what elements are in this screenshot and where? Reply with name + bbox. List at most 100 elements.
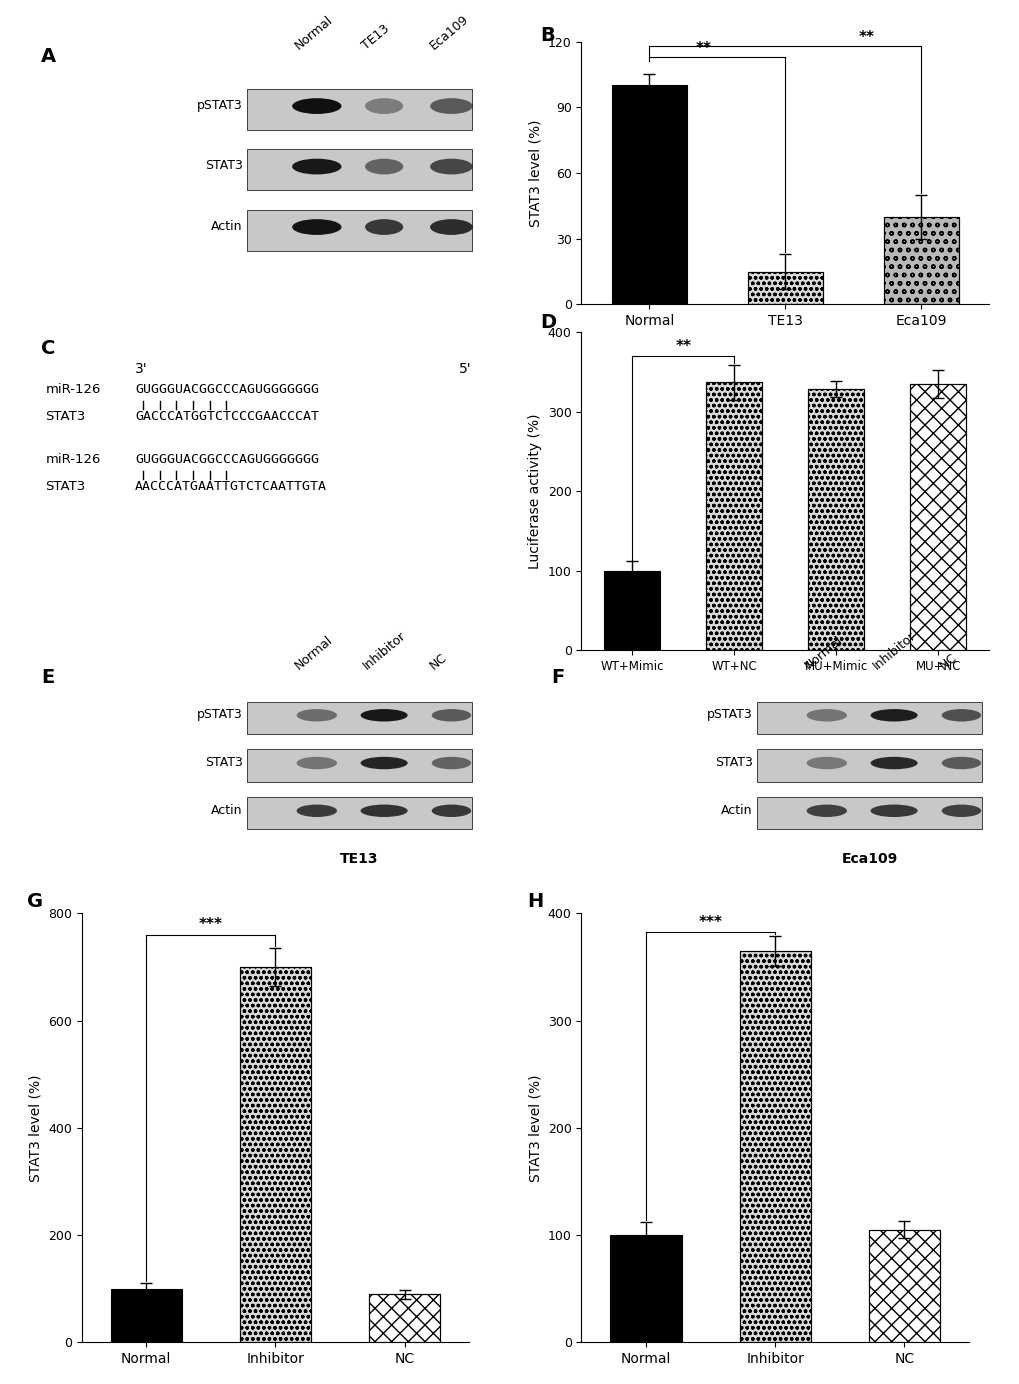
- Bar: [747, 271, 822, 304]
- Bar: [910, 383, 966, 650]
- Text: D: D: [540, 313, 556, 332]
- Bar: [747, 271, 822, 304]
- Text: ***: ***: [698, 915, 721, 930]
- Bar: [868, 1230, 940, 1342]
- Ellipse shape: [430, 98, 473, 113]
- Bar: [868, 1230, 940, 1342]
- Ellipse shape: [291, 159, 341, 174]
- Text: pSTAT3: pSTAT3: [197, 98, 243, 112]
- Text: NC: NC: [936, 650, 959, 673]
- Text: STAT3: STAT3: [45, 410, 86, 424]
- Ellipse shape: [806, 709, 846, 721]
- Text: Normal: Normal: [292, 12, 335, 53]
- Text: Actin: Actin: [211, 220, 243, 233]
- Bar: [883, 217, 958, 304]
- Text: STAT3: STAT3: [205, 159, 243, 172]
- Y-axis label: STAT3 level (%): STAT3 level (%): [528, 119, 542, 227]
- Text: Normal: Normal: [292, 634, 335, 673]
- Ellipse shape: [430, 159, 473, 174]
- FancyBboxPatch shape: [756, 797, 980, 829]
- Text: **: **: [675, 339, 691, 354]
- FancyBboxPatch shape: [247, 702, 471, 734]
- Ellipse shape: [869, 709, 917, 721]
- Text: Actin: Actin: [720, 804, 752, 817]
- Ellipse shape: [941, 757, 980, 770]
- Y-axis label: STAT3 level (%): STAT3 level (%): [29, 1074, 42, 1182]
- Text: A: A: [41, 47, 56, 66]
- Text: Eca109: Eca109: [841, 853, 897, 866]
- Text: E: E: [41, 668, 54, 688]
- Bar: [808, 389, 864, 650]
- Ellipse shape: [869, 757, 917, 770]
- FancyBboxPatch shape: [247, 89, 471, 130]
- Ellipse shape: [297, 709, 336, 721]
- Ellipse shape: [431, 757, 471, 770]
- Ellipse shape: [361, 709, 408, 721]
- Bar: [111, 1289, 181, 1342]
- Text: STAT3: STAT3: [45, 480, 86, 493]
- Bar: [808, 389, 864, 650]
- Ellipse shape: [361, 804, 408, 817]
- Text: C: C: [41, 339, 55, 357]
- Bar: [705, 382, 762, 650]
- Text: TE13: TE13: [360, 22, 392, 53]
- Text: AACCCATGAATTGTCTCAATTGTA: AACCCATGAATTGTCTCAATTGTA: [135, 480, 327, 493]
- Bar: [739, 951, 810, 1342]
- Text: pSTAT3: pSTAT3: [197, 709, 243, 721]
- Text: Inhibitor: Inhibitor: [869, 630, 917, 673]
- Text: G: G: [28, 893, 44, 911]
- Ellipse shape: [297, 804, 336, 817]
- Ellipse shape: [869, 804, 917, 817]
- FancyBboxPatch shape: [756, 702, 980, 734]
- Ellipse shape: [291, 98, 341, 113]
- Bar: [239, 967, 311, 1342]
- Text: STAT3: STAT3: [205, 756, 243, 770]
- FancyBboxPatch shape: [247, 210, 471, 251]
- Ellipse shape: [297, 757, 336, 770]
- Bar: [603, 572, 660, 650]
- Ellipse shape: [941, 709, 980, 721]
- Bar: [739, 951, 810, 1342]
- Ellipse shape: [430, 219, 473, 235]
- Text: GUGGGUACGGCCCAGUGGGGGGG: GUGGGUACGGCCCAGUGGGGGGG: [135, 453, 319, 466]
- Text: Actin: Actin: [211, 804, 243, 817]
- Ellipse shape: [806, 804, 846, 817]
- Text: B: B: [540, 26, 554, 44]
- Text: Normal: Normal: [802, 634, 845, 673]
- Ellipse shape: [291, 219, 341, 235]
- Text: Eca109: Eca109: [427, 12, 471, 53]
- Ellipse shape: [365, 159, 403, 174]
- Bar: [369, 1294, 440, 1342]
- FancyBboxPatch shape: [247, 750, 471, 782]
- Ellipse shape: [365, 219, 403, 235]
- Text: pSTAT3: pSTAT3: [706, 709, 752, 721]
- Text: 5': 5': [459, 361, 471, 376]
- Ellipse shape: [431, 709, 471, 721]
- Text: Inhibitor: Inhibitor: [360, 630, 408, 673]
- Text: GACCCATGGTCTCCCGAACCCAT: GACCCATGGTCTCCCGAACCCAT: [135, 410, 319, 424]
- Ellipse shape: [941, 804, 980, 817]
- Ellipse shape: [365, 98, 403, 113]
- Text: miR-126: miR-126: [45, 383, 101, 396]
- FancyBboxPatch shape: [756, 750, 980, 782]
- Y-axis label: STAT3 level (%): STAT3 level (%): [528, 1074, 542, 1182]
- Text: **: **: [858, 30, 874, 44]
- Bar: [239, 967, 311, 1342]
- Bar: [910, 383, 966, 650]
- Text: NC: NC: [427, 650, 449, 673]
- Text: TE13: TE13: [340, 853, 378, 866]
- Ellipse shape: [361, 757, 408, 770]
- Bar: [369, 1294, 440, 1342]
- Text: H: H: [527, 893, 543, 911]
- Bar: [705, 382, 762, 650]
- Bar: [611, 86, 686, 304]
- Text: ***: ***: [199, 918, 222, 933]
- Bar: [609, 1235, 681, 1342]
- Text: GUGGGUACGGCCCAGUGGGGGGG: GUGGGUACGGCCCAGUGGGGGGG: [135, 383, 319, 396]
- Bar: [883, 217, 958, 304]
- Text: **: **: [695, 40, 711, 55]
- Ellipse shape: [431, 804, 471, 817]
- Text: F: F: [550, 668, 564, 688]
- Text: 3': 3': [135, 361, 148, 376]
- Y-axis label: Luciferase activity (%): Luciferase activity (%): [528, 414, 542, 569]
